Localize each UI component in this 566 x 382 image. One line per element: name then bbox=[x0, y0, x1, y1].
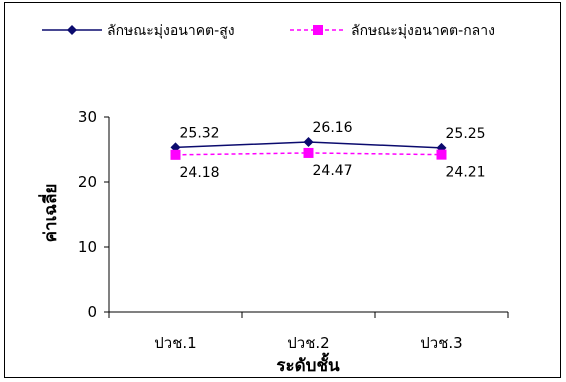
data-label: 25.25 bbox=[446, 126, 486, 142]
y-tick-label: 20 bbox=[78, 173, 97, 191]
legend-marker-mid bbox=[313, 25, 323, 35]
x-tick-label: ปวช.1 bbox=[154, 334, 196, 352]
x-tick-label: ปวช.3 bbox=[420, 334, 462, 352]
data-point bbox=[303, 147, 314, 158]
y-tick-label: 10 bbox=[78, 238, 97, 256]
data-label: 24.21 bbox=[446, 165, 486, 181]
x-ticks: ปวช.1 ปวช.2 ปวช.3 bbox=[108, 312, 509, 352]
chart-frame bbox=[4, 2, 561, 378]
data-label: 24.47 bbox=[313, 163, 353, 179]
data-label: 25.32 bbox=[180, 125, 220, 141]
y-tick-label: 0 bbox=[87, 303, 97, 321]
y-tick-label: 30 bbox=[78, 108, 97, 126]
data-point bbox=[436, 149, 447, 160]
legend-marker-high bbox=[67, 25, 77, 35]
legend: ลักษณะมุ่งอนาคต-สูง ลักษณะมุ่งอนาคต-กลาง bbox=[42, 23, 495, 39]
y-ticks: 0 10 20 30 bbox=[78, 108, 109, 321]
data-point bbox=[170, 149, 181, 160]
legend-label-mid: ลักษณะมุ่งอนาคต-กลาง bbox=[351, 23, 495, 39]
y-axis-title: ค่าเฉลี่ย bbox=[38, 184, 61, 243]
data-label: 24.18 bbox=[180, 165, 220, 181]
data-point bbox=[303, 136, 314, 147]
x-axis-title: ระดับชั้น bbox=[276, 352, 340, 376]
x-tick-label: ปวช.2 bbox=[287, 334, 329, 352]
series-layer: 25.32 26.16 25.25 24.18 24.47 24.21 bbox=[170, 120, 486, 181]
legend-label-high: ลักษณะมุ่งอนาคต-สูง bbox=[107, 23, 235, 39]
data-label: 26.16 bbox=[313, 120, 353, 136]
